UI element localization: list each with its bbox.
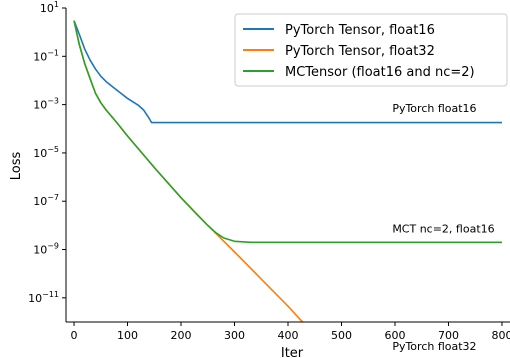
x-tick-label: 400 bbox=[278, 329, 299, 342]
y-tick-label: 10−5 bbox=[33, 145, 59, 160]
x-tick-label: 0 bbox=[71, 329, 78, 342]
series-line bbox=[73, 20, 502, 244]
y-axis-label: Loss bbox=[9, 152, 24, 181]
y-ticks: 101 10−1 10−3 10−5 10−7 10−9 10−11 bbox=[28, 0, 66, 305]
x-tick-label: 800 bbox=[491, 329, 510, 342]
legend: PyTorch Tensor, float16 PyTorch Tensor, … bbox=[234, 13, 508, 87]
y-tick-label: 10−7 bbox=[33, 193, 59, 208]
x-ticks: 0 100 200 300 400 500 600 700 800 bbox=[71, 322, 510, 342]
annotations: PyTorch float16 MCT nc=2, float16 PyTorch … bbox=[392, 102, 494, 353]
legend-label: MCTensor (float16 and nc=2) bbox=[285, 65, 475, 80]
y-tick-label: 10−11 bbox=[28, 290, 59, 305]
x-tick-label: 100 bbox=[117, 329, 138, 342]
x-tick-label: 200 bbox=[171, 329, 192, 342]
x-tick-label: 600 bbox=[384, 329, 405, 342]
legend-frame bbox=[234, 13, 508, 87]
annotation-label: PyTorch float16 bbox=[392, 102, 476, 115]
x-tick-label: 300 bbox=[224, 329, 245, 342]
annotation-label: MCT nc=2, float16 bbox=[392, 223, 494, 236]
y-tick-label: 10−1 bbox=[33, 48, 59, 63]
plot-lines bbox=[73, 20, 502, 322]
x-tick-label: 500 bbox=[331, 329, 352, 342]
y-tick-label: 101 bbox=[40, 0, 59, 15]
legend-label: PyTorch Tensor, float32 bbox=[285, 44, 435, 59]
annotation-label: PyTorch float32 bbox=[392, 340, 476, 353]
y-tick-label: 10−9 bbox=[33, 242, 59, 257]
legend-label: PyTorch Tensor, float16 bbox=[285, 23, 435, 38]
x-tick-label: 700 bbox=[438, 329, 459, 342]
y-tick-label: 10−3 bbox=[33, 97, 59, 112]
series-line bbox=[73, 20, 502, 124]
x-axis-label: Iter bbox=[281, 346, 304, 358]
